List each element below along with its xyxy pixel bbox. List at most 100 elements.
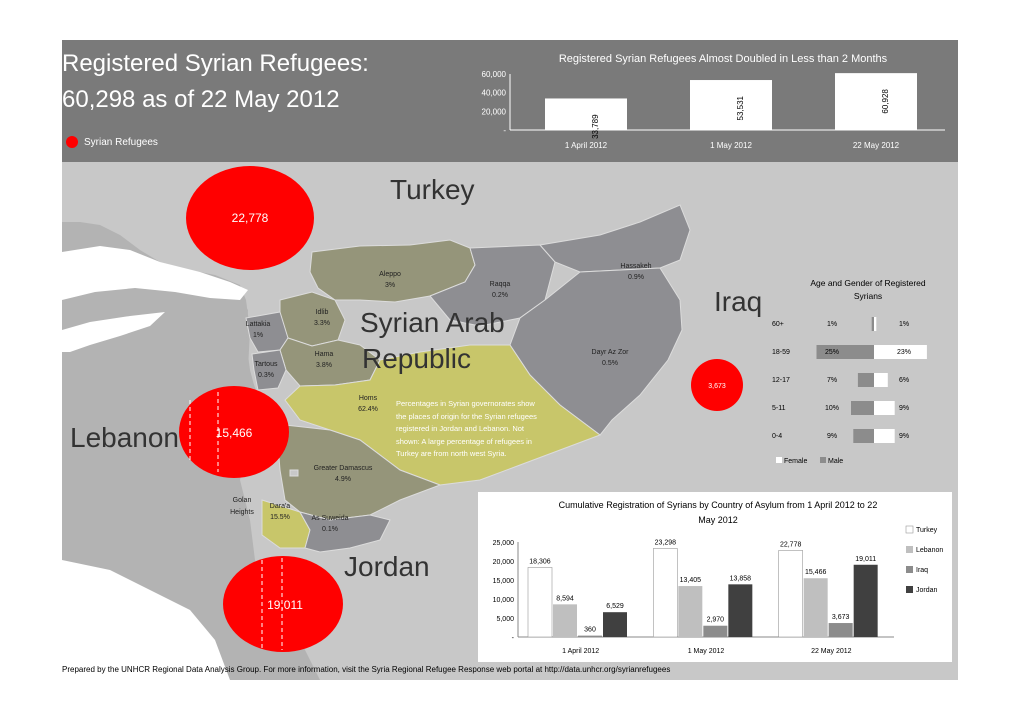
- gov-pct-10: 15.5%: [270, 514, 290, 521]
- chart-cum-bar: [553, 604, 577, 637]
- chart-cum-value-label: 22,778: [780, 541, 802, 548]
- chart-cum-ytick: 15,000: [493, 578, 515, 585]
- gov-name-0: Aleppo: [379, 271, 401, 278]
- gov-pct-8: 62.4%: [358, 406, 378, 413]
- circle-label-jordan: 19,011: [267, 598, 303, 612]
- chart-top-category-label: 22 May 2012: [853, 141, 900, 150]
- gov-pct-4: 1%: [253, 332, 263, 339]
- note-line-4: shown: A large percentage of refugees in: [396, 436, 532, 446]
- country-label-lebanon: Lebanon: [70, 422, 180, 453]
- gov-name-3: Idlib: [316, 309, 329, 316]
- chart-age-male-bar: [816, 345, 874, 359]
- chart-age-female-label: 6%: [899, 377, 909, 384]
- sinai-land: [62, 560, 230, 680]
- chart-age-male-bar: [871, 317, 874, 331]
- chart-cum-category-label: 1 April 2012: [562, 648, 599, 655]
- chart-cum-bar: [853, 564, 878, 637]
- chart-age-legend-female: Female: [784, 458, 807, 465]
- refugee-legend-label: Syrian Refugees: [84, 137, 158, 148]
- chart-age-category: 0-4: [772, 433, 782, 440]
- chart-age-female-label: 23%: [897, 349, 911, 356]
- chart-age-female-bar: [874, 317, 877, 331]
- golan-label-line-2: Heights: [230, 509, 254, 516]
- chart-cum-legend-label: Lebanon: [916, 547, 943, 554]
- chart-cum-ytick: 20,000: [493, 559, 515, 566]
- syria-governorates: [245, 204, 691, 553]
- gov-pct-0: 3%: [385, 282, 395, 289]
- chart-age-male-label: 1%: [827, 321, 837, 328]
- chart-cum-legend-swatch: [906, 586, 913, 593]
- gov-pct-5: 3.8%: [316, 362, 332, 369]
- chart-top-category-label: 1 April 2012: [565, 141, 608, 150]
- note-line-5: Turkey are from north west Syria.: [396, 449, 507, 458]
- chart-age-male-bar: [857, 373, 874, 387]
- chart-age-legend-female-swatch: [776, 457, 782, 463]
- gov-name-4: Lattakia: [246, 321, 271, 328]
- gov-name-11: As Suweida: [312, 515, 349, 522]
- gov-pct-7: 0.5%: [602, 360, 618, 367]
- country-label-iraq: Iraq: [714, 286, 763, 317]
- cumulative-bar-chart: Cumulative Registration of Syrians by Co…: [493, 500, 944, 655]
- chart-cum-value-label: 15,466: [805, 569, 827, 576]
- chart-cum-category-label: 22 May 2012: [811, 648, 852, 655]
- chart-age-category: 5-11: [772, 405, 786, 412]
- chart-cum-value-label: 18,306: [529, 558, 551, 565]
- gov-name-1: Raqqa: [490, 281, 511, 288]
- gov-pct-9: 4.9%: [335, 476, 351, 483]
- chart-cum-legend-swatch: [906, 546, 913, 553]
- turkey-coast: [62, 246, 248, 300]
- circle-lebanon: [179, 386, 289, 478]
- chart-age-female-bar: [874, 373, 888, 387]
- gov-name-8: Homs: [359, 395, 378, 402]
- chart-cum-legend-label: Iraq: [916, 567, 928, 574]
- gov-name-7: Dayr Az Zor: [592, 349, 630, 356]
- chart-cum-bar: [703, 625, 728, 637]
- chart-top-value-label: 60,928: [881, 89, 890, 114]
- chart-age-male-label: 10%: [825, 405, 839, 412]
- cyprus-island: [62, 312, 165, 352]
- circle-iraq: [691, 359, 743, 411]
- chart-top-ytick: 60,000: [482, 70, 507, 79]
- chart-cum-legend-swatch: [905, 525, 914, 534]
- doubling-bar-chart: Registered Syrian Refugees Almost Double…: [482, 53, 945, 150]
- chart-cum-bar: [527, 567, 553, 638]
- circle-turkey: [186, 166, 314, 270]
- chart-age-title-line-2: Syrians: [854, 291, 882, 301]
- chart-age-category: 18-59: [772, 349, 790, 356]
- circle-label-turkey: 22,778: [232, 211, 269, 225]
- chart-cum-ytick: 5,000: [496, 616, 514, 623]
- gov-name-5: Hama: [315, 351, 334, 358]
- chart-cum-legend-label: Jordan: [916, 587, 938, 594]
- gov-name-9: Greater Damascus: [314, 465, 373, 472]
- chart-cum-category-label: 1 May 2012: [688, 648, 725, 655]
- chart-age-female-bar: [874, 429, 895, 443]
- chart-cum-ytick: 25,000: [493, 540, 515, 547]
- chart-age-female-label: 9%: [899, 433, 909, 440]
- syria-label-line-1: Syrian Arab: [360, 307, 505, 338]
- chart-age-male-bar: [853, 429, 874, 443]
- chart-age-male-bar: [851, 401, 874, 415]
- chart-cum-legend-label: Turkey: [916, 527, 938, 534]
- note-line-2: the places of origin for the Syrian refu…: [396, 411, 537, 421]
- gov-name-2: Hassakeh: [620, 263, 651, 270]
- chart-cum-legend-swatch: [906, 566, 913, 573]
- country-label-jordan: Jordan: [344, 551, 430, 582]
- chart-cum-title-line-2: May 2012: [698, 515, 738, 525]
- chart-cum-value-label: 3,673: [832, 614, 850, 621]
- chart-cum-value-label: 13,858: [730, 575, 752, 582]
- chart-age-female-label: 9%: [899, 405, 909, 412]
- gov-pct-3: 3.3%: [314, 320, 330, 327]
- chart-cum-value-label: 8,594: [556, 595, 574, 602]
- gov-pct-2: 0.9%: [628, 274, 644, 281]
- note-line-1: Percentages in Syrian governorates show: [396, 399, 535, 408]
- chart-age-female-label: 1%: [899, 321, 909, 328]
- chart-top-bar: [545, 98, 627, 130]
- circle-label-iraq: 3,673: [708, 383, 726, 390]
- gov-tartous: [251, 349, 287, 391]
- page-title: Registered Syrian Refugees: 60,298 as of…: [62, 46, 369, 118]
- gov-pct-6: 0.3%: [258, 372, 274, 379]
- age-gender-chart: Age and Gender of Registered Syrians 60+ 1%…: [772, 278, 927, 465]
- chart-cum-bar: [678, 586, 703, 637]
- gov-pct-11: 0.1%: [322, 526, 338, 533]
